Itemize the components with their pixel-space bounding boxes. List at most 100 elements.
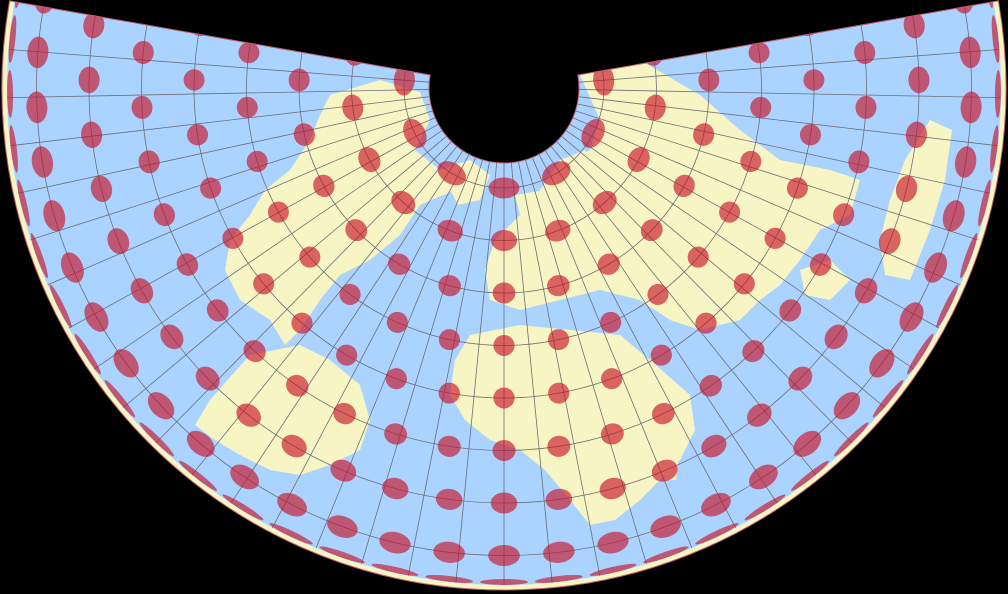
tissot-ellipse — [978, 179, 991, 227]
tissot-ellipse — [651, 459, 678, 482]
tissot-ellipse — [267, 201, 289, 223]
tissot-ellipse — [493, 335, 515, 356]
meridian-line — [6, 89, 430, 99]
meridian-line — [575, 110, 983, 242]
tissot-ellipse — [371, 563, 419, 576]
meridian-line — [89, 130, 443, 373]
tissot-ellipse — [548, 329, 570, 351]
tissot-ellipse — [543, 541, 575, 563]
tissot-ellipse — [330, 459, 357, 482]
tissot-ellipse — [222, 227, 244, 249]
tissot-ellipse — [959, 36, 981, 69]
tissot-ellipse — [673, 174, 695, 198]
tissot-ellipse — [388, 253, 411, 275]
tissot-ellipse — [793, 430, 822, 457]
tissot-ellipse — [854, 40, 876, 64]
tissot-ellipse — [895, 175, 918, 202]
tissot-ellipse — [936, 284, 959, 328]
tissot-ellipse — [848, 150, 870, 174]
land-scandinavia — [540, 150, 590, 215]
tissot-ellipse — [701, 492, 731, 517]
tissot-ellipse — [954, 146, 977, 178]
tissot-ellipse — [750, 96, 772, 119]
meridian-line — [544, 150, 781, 508]
tissot-ellipse — [872, 379, 904, 418]
tissot-ellipse — [379, 531, 411, 554]
tissot-ellipse — [183, 69, 205, 91]
tissot-ellipse — [393, 64, 415, 96]
tissot-ellipse — [597, 253, 620, 275]
tissot-ellipse — [600, 311, 622, 333]
tissot-ellipse — [206, 299, 229, 322]
tissot-ellipse — [547, 275, 570, 297]
tissot-ellipse — [788, 366, 813, 391]
tissot-ellipse — [60, 252, 84, 283]
tissot-ellipse — [644, 94, 666, 121]
tissot-ellipse — [698, 68, 720, 92]
meridian-line — [119, 135, 447, 411]
tissot-ellipse — [327, 515, 358, 538]
tissot-ellipse — [438, 275, 461, 297]
tissot-ellipse — [90, 175, 113, 202]
tissot-ellipse — [9, 124, 18, 173]
tissot-ellipse — [490, 492, 518, 514]
tissot-ellipse — [187, 124, 209, 146]
tissot-ellipse — [492, 282, 516, 304]
tissot-ellipse — [695, 523, 739, 545]
tissot-ellipse — [748, 42, 770, 64]
tissot-ellipse — [855, 95, 877, 119]
tissot-ellipse — [833, 392, 861, 420]
tissot-ellipse — [960, 91, 982, 124]
tissot-ellipse — [433, 541, 465, 563]
tissot-ellipse — [333, 402, 356, 425]
tissot-ellipse — [488, 177, 520, 199]
tissot-ellipse — [27, 36, 49, 69]
tissot-ellipse — [342, 94, 364, 121]
tissot-ellipse — [425, 574, 473, 583]
tissot-ellipse — [627, 147, 650, 173]
tissot-ellipse — [437, 219, 463, 242]
meridian-line — [42, 117, 436, 288]
tissot-ellipse — [243, 340, 266, 363]
tissot-ellipse — [581, 118, 605, 148]
tissot-ellipse — [78, 66, 100, 94]
meridian-line — [538, 154, 739, 533]
tissot-ellipse — [384, 423, 408, 445]
meridian-line — [227, 150, 464, 508]
tissot-ellipse — [253, 273, 275, 295]
tissot-ellipse — [438, 382, 460, 404]
tissot-ellipse — [695, 312, 717, 334]
tissot-ellipse — [81, 121, 103, 149]
meridian-line — [25, 110, 433, 242]
tissot-ellipse — [535, 574, 583, 583]
tissot-indicatrices — [7, 1, 1001, 585]
tissot-ellipse — [799, 124, 821, 146]
tissot-ellipse — [593, 64, 615, 96]
tissot-ellipse — [186, 430, 215, 457]
tissot-ellipse — [43, 200, 66, 232]
tissot-ellipse — [49, 284, 72, 328]
tissot-ellipse — [601, 368, 623, 390]
tissot-ellipse — [246, 150, 268, 173]
tissot-ellipse — [138, 150, 160, 174]
tissot-ellipse — [132, 40, 154, 64]
tissot-ellipse — [74, 333, 101, 375]
tissot-ellipse — [288, 68, 310, 92]
land-north-america — [225, 80, 470, 345]
tissot-ellipse — [942, 200, 965, 232]
tissot-ellipse — [701, 434, 727, 458]
tissot-ellipse — [903, 11, 925, 39]
meridian-line — [572, 117, 966, 288]
tissot-ellipse — [222, 494, 264, 521]
meridian-line — [455, 162, 498, 586]
tissot-ellipse — [139, 422, 175, 457]
tissot-ellipse — [650, 515, 681, 538]
tissot-ellipse — [236, 403, 261, 427]
tissot-ellipse — [26, 91, 48, 124]
tissot-ellipse — [589, 563, 637, 576]
tissot-ellipse — [542, 161, 571, 186]
tissot-ellipse — [824, 324, 848, 350]
tissot-ellipse — [990, 124, 999, 173]
tissot-ellipse — [599, 477, 626, 500]
